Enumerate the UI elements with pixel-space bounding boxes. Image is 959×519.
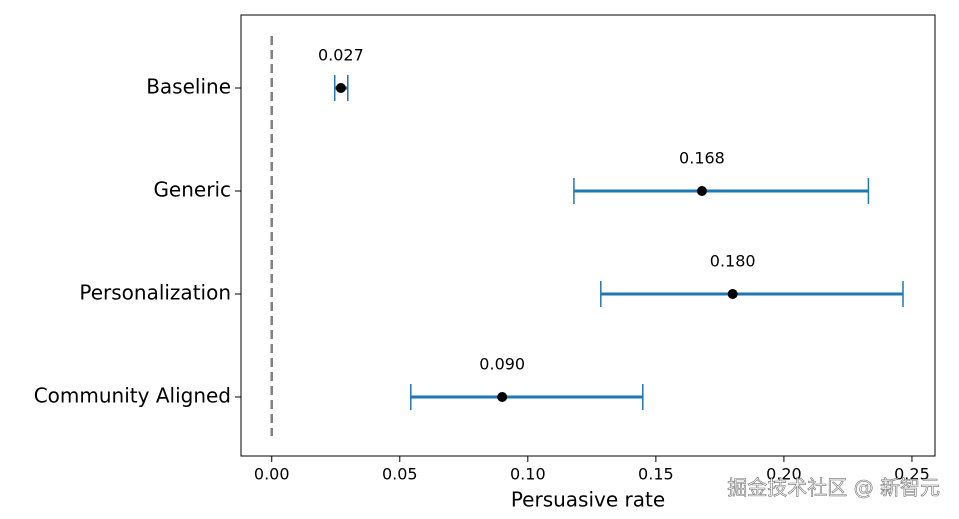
point [696, 186, 707, 196]
value-label: 0.027 [318, 46, 364, 65]
x-tick-label: 0.05 [382, 465, 418, 484]
plot-frame [240, 14, 936, 457]
point [335, 83, 346, 93]
x-tick-label: 0.20 [766, 465, 802, 484]
value-label: 0.168 [679, 149, 725, 168]
y-tick-label: Generic [153, 178, 231, 202]
value-label: 0.180 [710, 252, 756, 271]
x-tick-label: 0.15 [638, 465, 674, 484]
y-tick-label: Baseline [146, 75, 231, 99]
y-tick-label: Community Aligned [34, 384, 231, 408]
value-label: 0.090 [479, 355, 525, 374]
x-tick-label: 0.25 [894, 465, 930, 484]
x-tick-label: 0.00 [254, 465, 290, 484]
watermark: 掘金技术社区 @ 新智元 [727, 476, 940, 500]
x-tick-label: 0.10 [510, 465, 546, 484]
point [727, 289, 738, 299]
y-tick-label: Personalization [79, 281, 231, 305]
point [497, 392, 508, 402]
x-axis-label: Persuasive rate [511, 488, 665, 512]
